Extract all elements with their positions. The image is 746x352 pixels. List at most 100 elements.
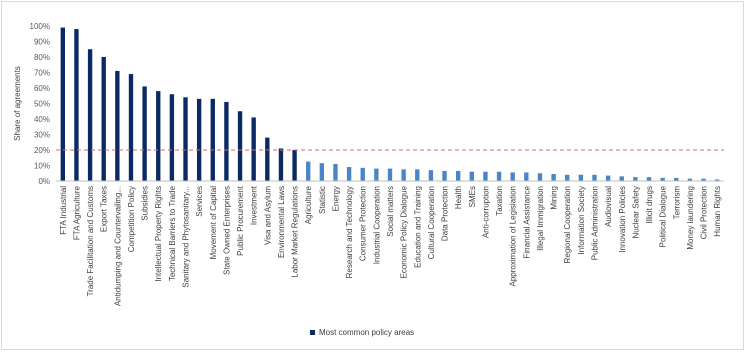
category-label: Audiovisual xyxy=(604,186,613,227)
bars xyxy=(60,27,720,181)
legend: Most common policy areas xyxy=(310,328,414,337)
bar xyxy=(701,178,706,181)
bar xyxy=(633,177,638,181)
category-label: Energy xyxy=(331,186,340,211)
y-tick-label: 70% xyxy=(34,69,50,78)
bar xyxy=(156,91,161,181)
category-label: Money laundering xyxy=(686,186,695,250)
category-label: Statistic xyxy=(318,186,327,214)
bar xyxy=(496,171,502,181)
bar xyxy=(619,176,624,181)
bar xyxy=(442,170,447,181)
y-axis-title: Share of agreements xyxy=(13,66,22,141)
category-label: SMEs xyxy=(468,186,477,207)
bar xyxy=(674,177,679,181)
category-label: Movement of Capital xyxy=(209,186,218,260)
bar xyxy=(333,163,338,181)
bar xyxy=(455,170,461,181)
bar xyxy=(646,177,652,181)
bar xyxy=(210,98,215,181)
bar xyxy=(428,170,434,181)
category-label: Antidumping and Countervailing... xyxy=(113,186,122,306)
bar xyxy=(401,169,406,181)
bar xyxy=(306,161,311,181)
bar xyxy=(374,168,379,181)
category-label: Subsidies xyxy=(141,186,150,221)
category-label: Civil Protection xyxy=(700,186,709,239)
bar xyxy=(128,74,134,181)
bar xyxy=(592,174,597,181)
y-tick-label: 90% xyxy=(34,38,50,47)
bar xyxy=(169,94,175,181)
bar xyxy=(115,70,120,181)
category-label: Visa and Asylum xyxy=(263,186,272,245)
bar xyxy=(346,167,352,181)
category-label: Technical Barriers to Trade xyxy=(168,185,177,281)
category-label: Sanitary and Phytosanitary... xyxy=(182,186,191,288)
y-tick-label: 60% xyxy=(34,84,50,93)
category-label: Data Protection xyxy=(441,186,450,241)
y-tick-label: 30% xyxy=(34,131,50,140)
category-label: Health xyxy=(454,186,463,209)
category-label: Services xyxy=(195,186,204,217)
category-label: Agriculture xyxy=(304,185,313,224)
bar xyxy=(660,177,665,181)
bar xyxy=(415,169,420,181)
category-label: Information Society xyxy=(577,186,586,254)
category-label: Public Procurement xyxy=(236,185,245,256)
category-label: Social matters xyxy=(386,186,395,237)
y-tick-label: 40% xyxy=(34,115,50,124)
bar xyxy=(510,172,515,181)
y-tick-label: 50% xyxy=(34,100,50,109)
category-label: Export Taxes xyxy=(100,186,109,232)
category-label: Trade Facilitation and Customs xyxy=(86,186,95,296)
category-label: Cultural Cooperation xyxy=(427,186,436,259)
category-label: Approximation of Legislation xyxy=(509,186,518,287)
category-label: Intellectual Property Rights xyxy=(154,186,163,282)
category-label: Competition Policy xyxy=(127,186,136,252)
bar xyxy=(360,167,365,181)
bar xyxy=(142,86,147,181)
category-label: Consumer Protection xyxy=(359,186,368,261)
bar xyxy=(551,174,556,181)
category-label: Political Dialogue xyxy=(659,185,668,247)
legend-swatch xyxy=(310,330,315,335)
category-label: State Owned Enterprises xyxy=(222,186,231,275)
bar xyxy=(537,173,543,181)
category-label: FTA Agriculture xyxy=(72,185,81,240)
bar xyxy=(319,163,325,181)
category-label: Innovation Policies xyxy=(618,186,627,253)
bar xyxy=(196,98,202,181)
bar xyxy=(387,168,393,181)
bar xyxy=(237,111,243,181)
bar xyxy=(715,179,720,181)
x-axis-labels: FTA Industrial FTA Agriculture Trade Facil… xyxy=(59,185,722,306)
category-label: Education and Training xyxy=(413,186,422,268)
category-label: Financial Assistance xyxy=(522,185,531,258)
y-tick-label: 20% xyxy=(34,146,50,155)
bar xyxy=(292,150,297,181)
bar xyxy=(605,175,611,181)
bar xyxy=(224,101,229,181)
bar xyxy=(74,29,79,181)
bar xyxy=(687,178,693,181)
bar xyxy=(87,49,93,181)
y-tick-label: 10% xyxy=(34,162,50,171)
category-label: Economic Policy Dialogue xyxy=(400,185,409,278)
bar xyxy=(265,137,270,181)
y-tick-label: 100% xyxy=(30,22,50,31)
category-label: Taxation xyxy=(495,186,504,216)
bar xyxy=(524,172,529,181)
category-label: Illicit drugs xyxy=(645,186,654,224)
category-label: Human Rights xyxy=(713,186,722,237)
category-label: Labor Market Regulations xyxy=(291,186,300,278)
y-axis: 0% 10% 20% 30% 40% 50% 60% 70% 80% 90% 100% xyxy=(30,22,50,186)
category-label: Terrorism xyxy=(672,186,681,220)
category-label: Public Administration xyxy=(590,186,599,260)
bar xyxy=(469,171,474,181)
category-label: Mining xyxy=(550,186,559,210)
category-label: Environmental Laws xyxy=(277,186,286,258)
y-tick-label: 80% xyxy=(34,53,50,62)
